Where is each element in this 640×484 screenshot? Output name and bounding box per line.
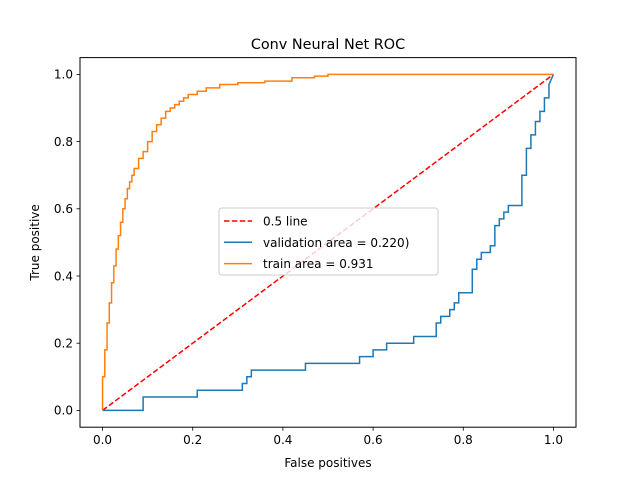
- x-tick-label: 0.0: [93, 433, 112, 447]
- legend-label-0: 0.5 line: [263, 215, 308, 229]
- y-axis: 0.0 0.2 0.4 0.6 0.8 1.0: [54, 68, 80, 418]
- x-tick-label: 0.4: [273, 433, 292, 447]
- x-axis-label: False positives: [284, 456, 371, 470]
- x-tick-label: 0.2: [183, 433, 202, 447]
- x-tick-label: 1.0: [544, 433, 563, 447]
- series-line-2: [101, 73, 554, 411]
- plot-frame: [79, 57, 577, 428]
- y-axis-label: True positive: [28, 204, 42, 281]
- y-tick-label: 0.2: [54, 337, 73, 351]
- y-tick-label: 0.8: [54, 135, 73, 149]
- x-tick-label: 0.6: [364, 433, 383, 447]
- chart-title: Conv Neural Net ROC: [251, 37, 405, 53]
- legend-label-2: train area = 0.931: [263, 257, 374, 271]
- series-line-1: [102, 74, 555, 412]
- legend-box: [218, 207, 439, 276]
- y-tick-label: 0.6: [54, 202, 73, 216]
- y-tick-label: 1.0: [54, 68, 73, 82]
- legend-label-1: validation area = 0.220): [263, 236, 409, 250]
- x-tick-label: 0.8: [454, 433, 473, 447]
- x-axis: 0.0 0.2 0.4 0.6 0.8 1.0: [93, 427, 563, 447]
- legend: 0.5 line validation area = 0.220) train ar…: [218, 207, 439, 276]
- y-tick-label: 0.4: [54, 269, 73, 283]
- y-tick-label: 0.0: [54, 404, 73, 418]
